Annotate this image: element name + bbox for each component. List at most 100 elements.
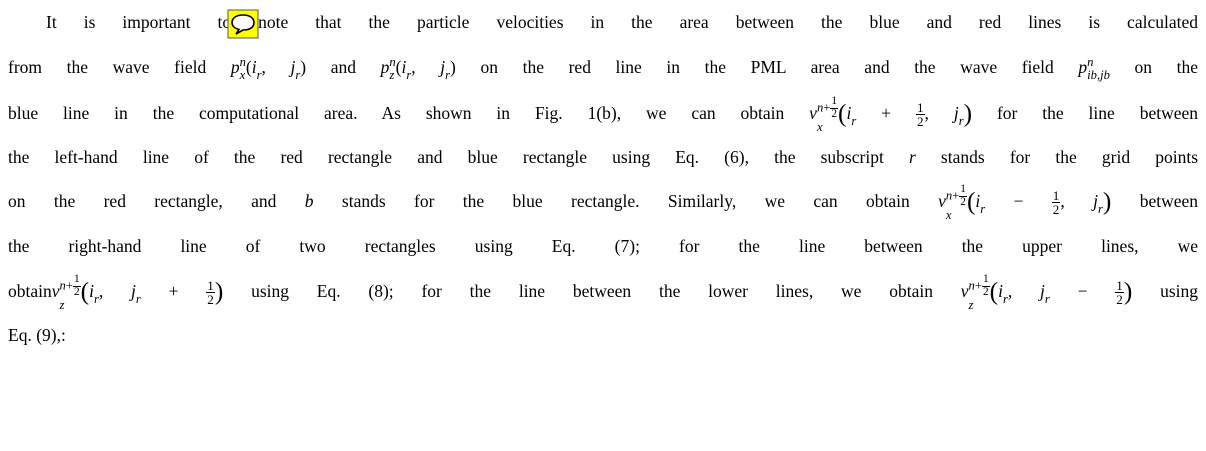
math-var: j	[1093, 191, 1098, 211]
math-inline: p n x (i r, j r)	[231, 55, 307, 81]
text-line: blue line in the computational area. As …	[8, 93, 1198, 133]
sub: r	[980, 201, 986, 216]
text-run: It is important to note that the particl…	[46, 12, 1198, 32]
text-run: obtain	[8, 281, 52, 301]
sub: x	[816, 119, 838, 134]
sub: r	[93, 291, 99, 306]
math-var: r	[295, 67, 301, 82]
math-var: j	[440, 57, 446, 77]
math-var: x	[945, 207, 952, 222]
text-run: on the	[1109, 57, 1199, 77]
math-var: n	[239, 54, 246, 69]
frac-den: 2	[831, 107, 838, 120]
sub: r	[1098, 202, 1103, 216]
text-line: the left-hand line of the red rectangle …	[8, 137, 1198, 177]
math-var: z	[968, 297, 974, 312]
math-var: i	[846, 103, 852, 123]
math-var: j	[1100, 67, 1104, 82]
math-var: x	[816, 119, 823, 134]
frac-num: 1	[72, 272, 81, 287]
math-script: r	[136, 292, 141, 306]
math-script: r	[93, 291, 99, 306]
frac-num: 1	[830, 94, 839, 109]
math-var: r	[980, 201, 986, 216]
frac-num: 1	[1115, 277, 1124, 294]
frac-num: 1	[915, 99, 925, 116]
math-var: z	[389, 67, 395, 82]
math-script: r	[1045, 292, 1050, 306]
text-line: It is important to note that the particl…	[46, 2, 1198, 42]
frac-den: 2	[960, 195, 966, 208]
math-script: r	[406, 68, 411, 82]
math-script: n+ 1 2 x	[816, 94, 839, 134]
sub: z	[60, 298, 81, 312]
math-script: r	[445, 68, 450, 82]
text-run: stands for the grid points	[915, 147, 1199, 167]
math-sym: ,	[1007, 281, 1041, 301]
math-var: b	[1090, 67, 1097, 82]
math-var: n	[389, 54, 396, 69]
text-line: from the wave field p n x (i r, j r) and p n z(…	[8, 47, 1198, 87]
math-sym: )	[300, 57, 307, 77]
text-run: from the wave field	[8, 57, 231, 77]
math-var: b	[304, 191, 314, 211]
math-paren: )	[214, 277, 224, 306]
math-var: r	[93, 291, 99, 306]
math-var: n	[1087, 54, 1094, 69]
math-script: r	[1003, 292, 1008, 306]
math-var: i	[1087, 67, 1091, 82]
sup: n+ 1 2	[945, 183, 967, 209]
sub: x	[945, 207, 967, 222]
math-var: n	[816, 100, 824, 115]
math-sym: +	[952, 188, 960, 203]
math-script: n+ 1 2 x	[945, 183, 967, 222]
text-run: using	[1132, 281, 1198, 301]
math-var: j	[953, 103, 959, 123]
math-var: v	[938, 191, 946, 211]
math-inline: r	[909, 147, 916, 167]
math-script: r	[980, 201, 986, 216]
frac-den: 2	[73, 285, 80, 298]
math-script: n+ 1 2 z	[968, 272, 990, 312]
math-inline: p n ib,jb	[1078, 55, 1110, 81]
math-sym: ,	[924, 103, 954, 123]
sub: r	[136, 292, 141, 306]
math-sym: +	[823, 100, 831, 115]
text-run: for the line between	[972, 103, 1199, 123]
math-script: n ib,jb	[1087, 54, 1110, 82]
math-var: n	[945, 188, 953, 203]
math-paren: )	[963, 99, 973, 128]
sub: r	[1045, 292, 1050, 306]
text-run: the left-hand line of the red rectangle …	[8, 147, 909, 167]
frac-den: 2	[916, 114, 924, 130]
math-script: r	[959, 114, 964, 128]
math-sym: (	[245, 57, 252, 77]
text-run: blue line in the computational area. As …	[8, 103, 810, 123]
frac-num: 1	[981, 272, 990, 287]
sup: n+ 1 2	[816, 94, 839, 121]
text-run: between	[1111, 191, 1198, 211]
math-script: r	[257, 68, 262, 82]
text-run: stands for the blue rectangle. Similarly…	[313, 191, 939, 211]
math-sym: ,	[1096, 67, 1101, 82]
text-line: on the red rectangle, and b stands for t…	[8, 181, 1198, 221]
math-sym: +	[974, 278, 982, 293]
math-script: r	[1098, 202, 1103, 216]
sub: r	[406, 68, 411, 82]
math-var: x	[239, 67, 246, 82]
math-var: n	[968, 278, 975, 293]
comment-icon[interactable]	[227, 9, 259, 39]
math-sym: +	[65, 278, 73, 293]
math-sym: )	[450, 57, 456, 77]
